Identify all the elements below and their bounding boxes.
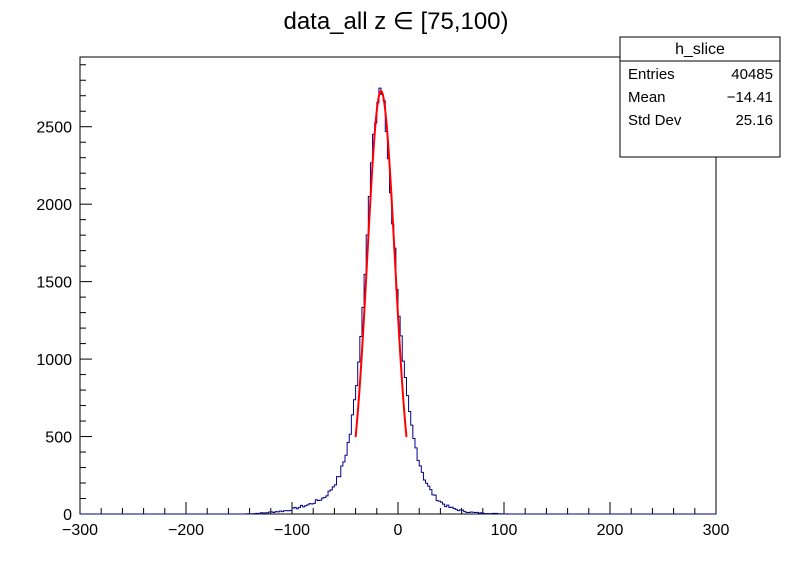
- y-tick-label: 1500: [36, 275, 72, 292]
- x-tick-label: 200: [597, 522, 624, 539]
- x-tick-label: −100: [274, 522, 310, 539]
- stats-box: h_slice Entries 40485 Mean −14.41 Std De…: [619, 36, 781, 158]
- gaussian-fit-curve: [354, 89, 408, 438]
- x-axis-ticks: [79, 502, 717, 514]
- y-tick-label: 2500: [36, 120, 72, 137]
- stats-box-frame: [619, 36, 781, 158]
- stats-entries-value: 40485: [731, 66, 773, 83]
- stats-stddev-label: Std Dev: [628, 112, 682, 129]
- stats-entries-label: Entries: [628, 66, 675, 83]
- x-tick-label: −200: [168, 522, 204, 539]
- x-tick-label: 100: [491, 522, 518, 539]
- y-tick-label: 0: [63, 507, 72, 524]
- y-tick-label: 1000: [36, 352, 72, 369]
- stats-mean-value: −14.41: [727, 89, 773, 106]
- x-tick-label: 300: [703, 522, 730, 539]
- x-axis-tick-labels: −300 −200 −100 0 100 200 300: [62, 522, 729, 539]
- stats-mean-label: Mean: [628, 89, 666, 106]
- y-axis-tick-labels: 0 500 1000 1500 2000 2500: [36, 120, 72, 524]
- y-axis-ticks: [80, 64, 92, 515]
- x-tick-label: 0: [394, 522, 403, 539]
- stats-box-title: h_slice: [675, 41, 725, 58]
- y-tick-label: 2000: [36, 197, 72, 214]
- stats-stddev-value: 25.16: [735, 112, 773, 129]
- chart-title: data_all z ∈ [75,100): [283, 8, 508, 35]
- y-tick-label: 500: [45, 430, 72, 447]
- x-tick-label: −300: [62, 522, 98, 539]
